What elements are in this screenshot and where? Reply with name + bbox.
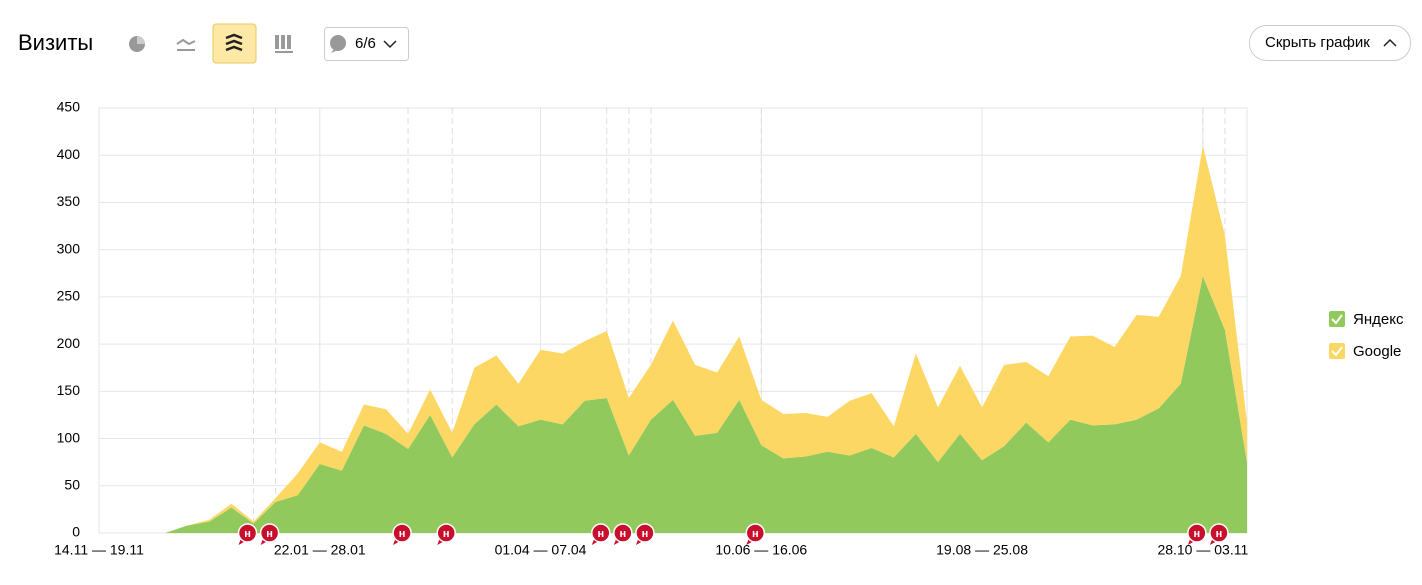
note-label: н (244, 528, 251, 540)
note-marker[interactable]: н (1187, 523, 1207, 545)
note-label: н (642, 528, 649, 540)
y-tick-label: 200 (57, 335, 81, 351)
note-marker[interactable]: н (745, 523, 766, 545)
area-view-icon[interactable] (212, 23, 257, 64)
line-view-icon[interactable] (176, 38, 196, 51)
y-tick-label: 450 (57, 99, 81, 115)
note-bubble (1209, 523, 1229, 543)
note-label: н (1194, 528, 1201, 540)
note-bubble (259, 523, 280, 543)
y-tick-label: 50 (64, 476, 80, 492)
note-bubble (745, 523, 766, 543)
note-marker[interactable]: н (392, 523, 412, 545)
legend-check (1331, 346, 1343, 357)
comments-count: 6/6 (355, 35, 376, 52)
legend-item[interactable]: Google (1329, 343, 1401, 360)
note-bubble (1187, 523, 1207, 543)
hide-chart-button[interactable]: Скрыть график (1249, 25, 1411, 61)
note-marker[interactable]: н (237, 523, 258, 545)
note-marker[interactable]: н (613, 523, 633, 545)
chart: 0 50 100 150 200 250 300 350 400 450 14.11 — 19.11… (54, 99, 1404, 558)
hide-chart-label: Скрыть график (1265, 34, 1370, 51)
note-marker[interactable]: н (436, 523, 456, 545)
note-label: н (266, 528, 273, 540)
note-label: н (1216, 528, 1223, 540)
note-label: н (752, 528, 759, 540)
y-tick-label: 250 (57, 288, 81, 304)
legend-label: Google (1353, 343, 1401, 360)
legend-item[interactable]: Яндекс (1329, 311, 1404, 328)
note-bubble (591, 523, 611, 543)
note-bubble (237, 523, 258, 543)
note-label: н (597, 528, 604, 540)
note-label: н (399, 528, 406, 540)
y-tick-label: 150 (57, 382, 81, 398)
x-tick-label: 10.06 — 16.06 (715, 542, 807, 558)
note-marker[interactable]: н (259, 523, 280, 545)
legend-checkbox (1329, 311, 1345, 327)
x-tick-label: 22.01 — 28.01 (274, 542, 366, 558)
note-marker[interactable]: н (635, 523, 655, 545)
x-tick-label: 01.04 — 07.04 (495, 542, 587, 558)
area (99, 276, 1247, 533)
y-tick-label: 100 (57, 429, 81, 445)
y-tick-label: 350 (57, 193, 81, 209)
y-tick-label: 0 (72, 524, 80, 540)
note-marker[interactable]: н (591, 523, 611, 545)
area (99, 145, 1247, 533)
note-label: н (620, 528, 627, 540)
bar-view-icon[interactable] (275, 35, 293, 53)
x-tick-label: 28.10 — 03.11 (1157, 542, 1248, 558)
x-tick-label: 14.11 — 19.11 (54, 542, 144, 558)
page-title: Визиты (18, 30, 93, 55)
legend-checkbox (1329, 343, 1345, 359)
note-bubble (436, 523, 456, 543)
y-tick-label: 400 (57, 146, 81, 162)
pie-view-icon[interactable] (129, 36, 145, 52)
legend-label: Яндекс (1353, 311, 1404, 328)
note-bubble (392, 523, 412, 543)
comments-button[interactable]: 6/6 (324, 27, 409, 61)
x-tick-label: 19.08 — 25.08 (936, 542, 1028, 558)
y-tick-label: 300 (57, 240, 81, 256)
note-bubble (613, 523, 633, 543)
legend-check (1331, 314, 1343, 325)
note-marker[interactable]: н (1209, 523, 1229, 545)
note-bubble (635, 523, 655, 543)
note-label: н (443, 528, 450, 540)
